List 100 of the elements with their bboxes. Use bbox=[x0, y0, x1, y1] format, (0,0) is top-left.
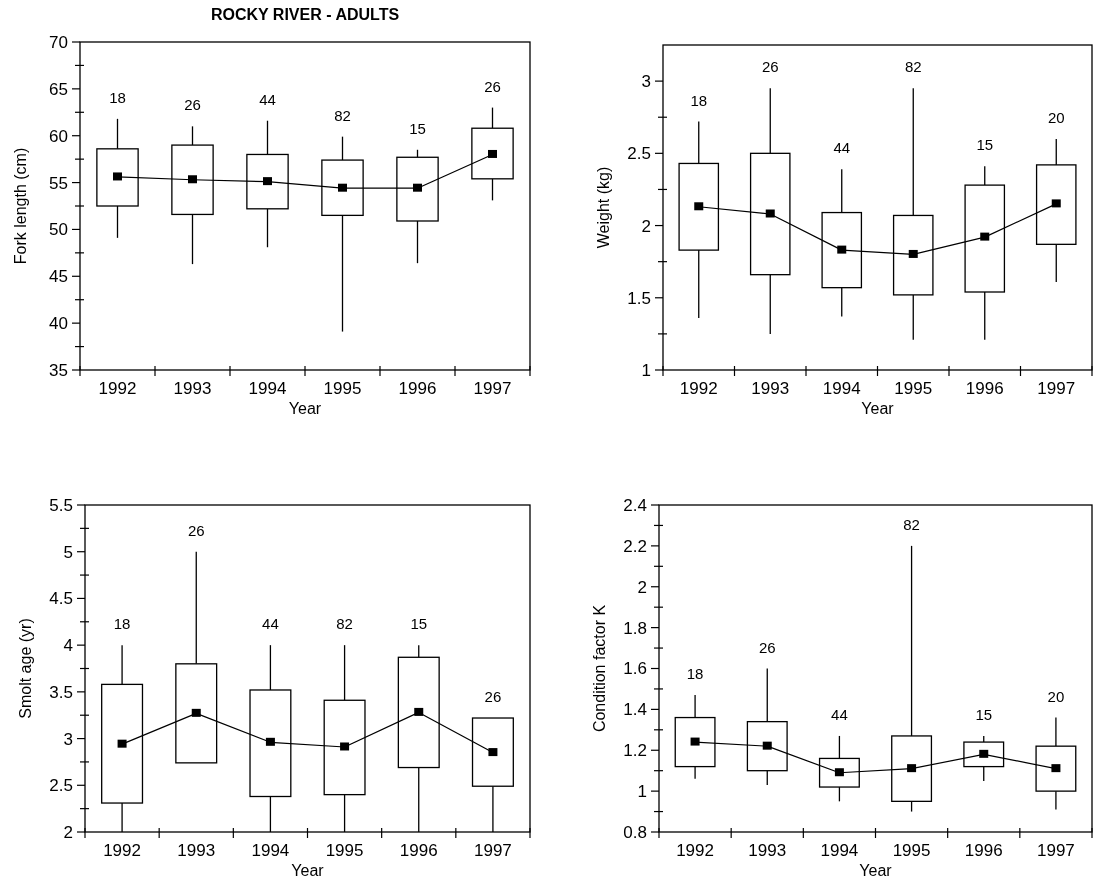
x-tick-label: 1993 bbox=[177, 841, 216, 860]
annotation: 26 bbox=[184, 96, 201, 114]
point bbox=[980, 232, 990, 241]
annotation: 82 bbox=[904, 58, 922, 76]
annotation: 82 bbox=[336, 615, 353, 633]
x-tick-label: 1992 bbox=[103, 841, 141, 860]
x-tick-label: 1996 bbox=[399, 841, 438, 860]
point bbox=[908, 249, 918, 258]
y-tick-label: 4.5 bbox=[49, 589, 73, 609]
x-tick-label: 1997 bbox=[474, 841, 512, 860]
point bbox=[263, 177, 272, 186]
y-tick-label: 5 bbox=[63, 542, 73, 562]
x-tick-label: 1995 bbox=[892, 841, 931, 860]
x-tick-label: 1992 bbox=[98, 379, 137, 398]
y-axis-title: Weight (kg) bbox=[595, 166, 612, 249]
point bbox=[765, 209, 775, 218]
y-tick-label: 1 bbox=[637, 782, 647, 802]
annotation: 82 bbox=[903, 515, 920, 533]
y-tick-label: 40 bbox=[49, 314, 68, 334]
y-tick-label: 2 bbox=[63, 822, 73, 842]
point bbox=[488, 748, 498, 757]
point bbox=[488, 149, 497, 158]
annotation: 18 bbox=[686, 665, 704, 683]
y-tick-label: 35 bbox=[49, 360, 68, 380]
point bbox=[117, 739, 127, 748]
y-tick-label: 3 bbox=[63, 729, 73, 749]
point bbox=[837, 245, 847, 254]
y-tick-label: 60 bbox=[49, 126, 68, 146]
annotation: 26 bbox=[187, 521, 205, 539]
annotation: 20 bbox=[1047, 108, 1065, 126]
y-tick-label: 2 bbox=[637, 577, 647, 597]
annotation: 44 bbox=[831, 705, 848, 723]
x-axis-title: Year bbox=[288, 400, 322, 417]
y-axis-title: Condition factor K bbox=[591, 604, 608, 733]
y-tick-label: 4 bbox=[63, 636, 73, 656]
annotation: 15 bbox=[975, 705, 993, 723]
x-tick-label: 1993 bbox=[751, 379, 790, 398]
y-tick-label: 65 bbox=[49, 79, 68, 99]
y-tick-label: 0.8 bbox=[623, 822, 647, 842]
annotation: 26 bbox=[758, 638, 776, 656]
y-tick-label: 2.2 bbox=[623, 536, 647, 556]
x-tick-label: 1993 bbox=[748, 841, 787, 860]
annotation: 44 bbox=[259, 90, 276, 108]
x-tick-label: 1994 bbox=[248, 379, 287, 398]
y-tick-label: 1.2 bbox=[623, 741, 647, 761]
x-axis-title: Year bbox=[861, 400, 895, 417]
point bbox=[1051, 199, 1061, 208]
y-tick-label: 50 bbox=[49, 220, 68, 240]
y-tick-label: 1.5 bbox=[627, 288, 651, 308]
x-axis-title: Year bbox=[859, 862, 893, 879]
y-axis-title: Smolt age (yr) bbox=[17, 618, 34, 719]
point bbox=[414, 707, 424, 716]
x-tick-label: 1997 bbox=[1037, 841, 1075, 860]
annotation: 15 bbox=[409, 119, 426, 137]
y-tick-label: 1.8 bbox=[623, 618, 647, 638]
y-tick-label: 1 bbox=[641, 360, 651, 380]
annotation: 18 bbox=[113, 615, 131, 633]
x-tick-label: 1995 bbox=[894, 379, 933, 398]
point bbox=[265, 737, 275, 746]
annotation: 26 bbox=[484, 688, 502, 706]
annotation: 44 bbox=[262, 615, 279, 633]
point bbox=[340, 742, 350, 751]
x-tick-label: 1995 bbox=[323, 379, 362, 398]
x-axis-title: Year bbox=[291, 862, 325, 879]
chart-title: ROCKY RIVER - ADULTS bbox=[210, 6, 400, 23]
point bbox=[694, 202, 704, 211]
point bbox=[338, 183, 347, 192]
y-tick-label: 1.4 bbox=[623, 700, 647, 720]
x-tick-label: 1993 bbox=[173, 379, 212, 398]
x-tick-label: 1996 bbox=[398, 379, 437, 398]
point bbox=[191, 708, 201, 717]
annotation: 18 bbox=[690, 91, 708, 109]
annotation: 15 bbox=[976, 136, 994, 154]
annotation: 26 bbox=[484, 77, 501, 95]
x-tick-label: 1992 bbox=[676, 841, 714, 860]
y-tick-label: 2.4 bbox=[623, 495, 647, 515]
y-tick-label: 5.5 bbox=[49, 495, 73, 515]
x-tick-label: 1992 bbox=[679, 379, 718, 398]
point bbox=[113, 172, 122, 181]
x-tick-label: 1996 bbox=[964, 841, 1003, 860]
x-tick-label: 1997 bbox=[473, 379, 512, 398]
y-tick-label: 45 bbox=[49, 267, 68, 287]
point bbox=[413, 183, 422, 192]
annotation: 15 bbox=[410, 615, 428, 633]
y-tick-label: 55 bbox=[49, 173, 68, 193]
annotation: 18 bbox=[109, 88, 126, 106]
x-tick-label: 1997 bbox=[1037, 379, 1076, 398]
y-tick-label: 3.5 bbox=[49, 682, 73, 702]
y-tick-label: 1.6 bbox=[623, 659, 647, 679]
x-tick-label: 1994 bbox=[251, 841, 290, 860]
x-tick-label: 1996 bbox=[965, 379, 1004, 398]
y-tick-label: 70 bbox=[49, 32, 68, 52]
y-tick-label: 2.5 bbox=[49, 776, 73, 796]
y-axis-title: Fork length (cm) bbox=[12, 147, 29, 265]
x-tick-label: 1994 bbox=[820, 841, 859, 860]
y-tick-label: 2 bbox=[641, 216, 651, 236]
point bbox=[188, 175, 197, 184]
y-tick-label: 2.5 bbox=[627, 144, 651, 164]
y-tick-label: 3 bbox=[641, 72, 651, 92]
annotation: 44 bbox=[833, 139, 851, 157]
